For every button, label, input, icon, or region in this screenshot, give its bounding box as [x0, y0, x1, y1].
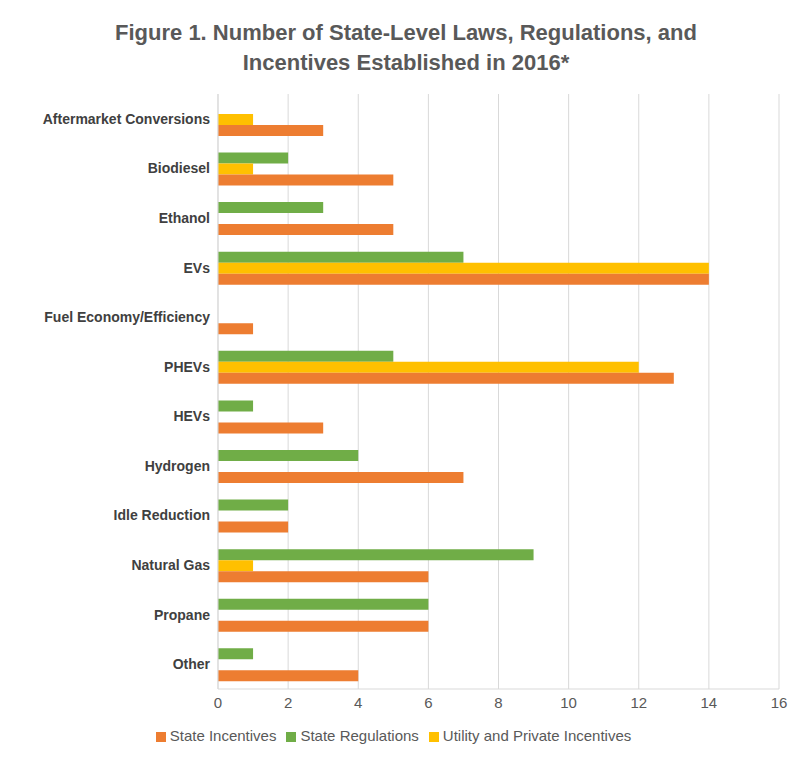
- svg-text:Idle Reduction: Idle Reduction: [114, 507, 210, 523]
- html-text:State Incentives: State Incentives: [169, 727, 277, 744]
- html-text:State Regulations: State Regulations: [300, 727, 419, 744]
- svg-text:8: 8: [494, 694, 502, 711]
- svg-text:6: 6: [424, 694, 432, 711]
- svg-text:EVs: EVs: [184, 260, 211, 276]
- svg-text:HEVs: HEVs: [173, 408, 210, 424]
- html-text:Figure 1. Number of State-Leve: Figure 1. Number of State-Level Laws, Re…: [115, 20, 697, 75]
- svg-text:16: 16: [771, 694, 788, 711]
- svg-text:Fuel Economy/Efficiency: Fuel Economy/Efficiency: [44, 309, 210, 325]
- svg-text:4: 4: [354, 694, 362, 711]
- svg-text:Natural Gas: Natural Gas: [131, 557, 210, 573]
- svg-text:Ethanol: Ethanol: [159, 210, 210, 226]
- svg-text:10: 10: [560, 694, 577, 711]
- svg-text:14: 14: [701, 694, 718, 711]
- svg-text:Aftermarket Conversions: Aftermarket Conversions: [43, 111, 210, 127]
- svg-text:12: 12: [630, 694, 647, 711]
- svg-text:Hydrogen: Hydrogen: [145, 458, 210, 474]
- svg-text:Propane: Propane: [154, 607, 210, 623]
- html-text:Utility and Private Incentives: Utility and Private Incentives: [442, 727, 632, 744]
- svg-text:Other: Other: [173, 656, 211, 672]
- svg-text:2: 2: [284, 694, 292, 711]
- svg-text:Biodiesel: Biodiesel: [148, 160, 210, 176]
- svg-text:0: 0: [214, 694, 222, 711]
- svg-text:PHEVs: PHEVs: [164, 359, 210, 375]
